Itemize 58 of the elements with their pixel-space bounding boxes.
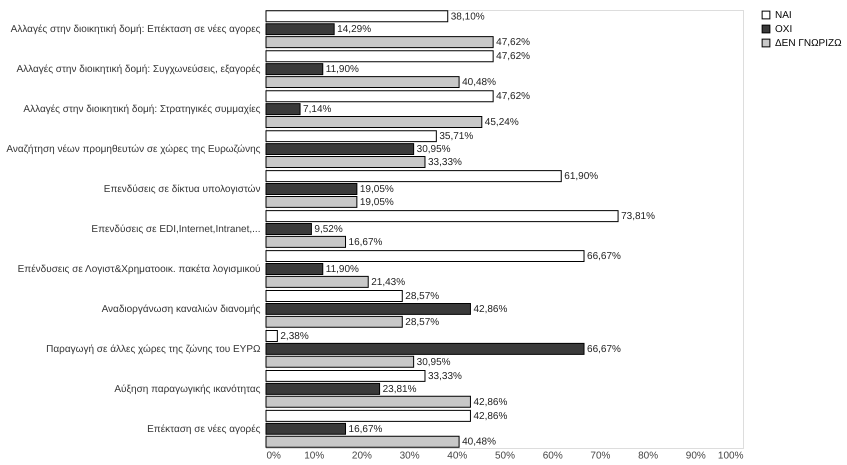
y-tick-label: Επενδύσεις σε δίκτυα υπολογιστών [104,184,260,196]
data-label: 38,10% [450,11,485,22]
y-tick-label: Αναδιοργάνωση καναλιών διανομής [102,304,261,315]
y-tick-label: Επένδυσεις σε Λογιστ&Χρηματοοικ. πακέτα λογισμικού [18,264,260,275]
y-tick-label: Παραγωγή σε άλλες χώρες της ζώνης του ΕΥΡΩ [46,344,262,355]
data-label: 30,95% [416,356,451,368]
data-label: 28,57% [405,291,440,302]
data-label: 19,05% [360,196,394,208]
data-label: 23,81% [382,384,417,395]
data-label: 28,57% [405,316,440,328]
data-label: 30,95% [416,144,451,156]
legend-label: ΔΕΝ ΓΝΩΡΙΖΩ [775,38,842,49]
data-label: 47,62% [496,51,530,62]
y-tick-label: Αλλαγές στην διοικητική δομή: Συγχωνεύσεις, εξαγορές [16,64,261,76]
data-label: 2,38% [280,330,309,342]
y-tick-label: Αναζήτηση νέων προμηθευτών σε χώρες της Ευρωζώνης [6,144,261,156]
data-label: 66,67% [587,251,622,262]
data-label: 42,86% [473,304,508,315]
data-label: 33,33% [428,156,462,168]
x-tick-label: 10% [304,450,324,462]
x-tick-label: 60% [542,450,563,462]
x-tick-label: 0% [266,450,282,462]
data-label: 16,67% [348,236,383,248]
data-label: 45,24% [484,117,519,128]
legend-label: ΟΧΙ [775,24,792,35]
data-label: 11,90% [326,64,360,76]
x-tick-label: 90% [686,450,706,462]
data-label: 33,33% [428,370,462,382]
data-label: 7,14% [303,104,332,116]
data-label: 16,67% [348,424,383,435]
x-tick-label: 70% [590,450,611,462]
x-tick-label: 80% [638,450,658,462]
data-label: 47,62% [496,91,530,102]
data-label: 73,81% [621,211,656,222]
data-label: 14,29% [337,24,372,36]
data-label: 40,48% [462,436,496,448]
data-label: 21,43% [371,276,406,288]
data-label: 42,86% [473,396,508,408]
data-label: 9,52% [314,224,343,235]
data-label: 40,48% [462,77,496,88]
data-label: 61,90% [564,171,598,182]
data-label: 66,67% [587,344,622,355]
data-label: 35,71% [439,131,474,142]
legend-label: ΝΑΙ [775,10,792,21]
data-label: 19,05% [360,184,394,196]
x-tick-label: 30% [400,450,420,462]
data-label: 47,62% [496,37,530,48]
x-tick-label: 40% [447,450,468,462]
data-label: 11,90% [326,264,360,275]
y-tick-label: Αλλαγές στην διοικητική δομή: Επέκταση σε νέες αγορες [10,24,261,36]
y-tick-label: Αύξηση παραγωγικής ικανότητας [114,384,261,395]
x-tick-label: 50% [494,450,516,462]
y-tick-label: Επενδύσεις σε EDI,Internet,Intranet,... [91,224,260,235]
data-label: 42,86% [473,410,508,422]
x-tick-label: 20% [352,450,372,462]
y-tick-label: Επέκταση σε νέες αγορές [147,424,261,435]
y-tick-label: Αλλαγές στην διοικητική δομή: Στρατηγικές συμμαχίες [23,104,261,116]
x-tick-label: 100% [718,450,744,462]
